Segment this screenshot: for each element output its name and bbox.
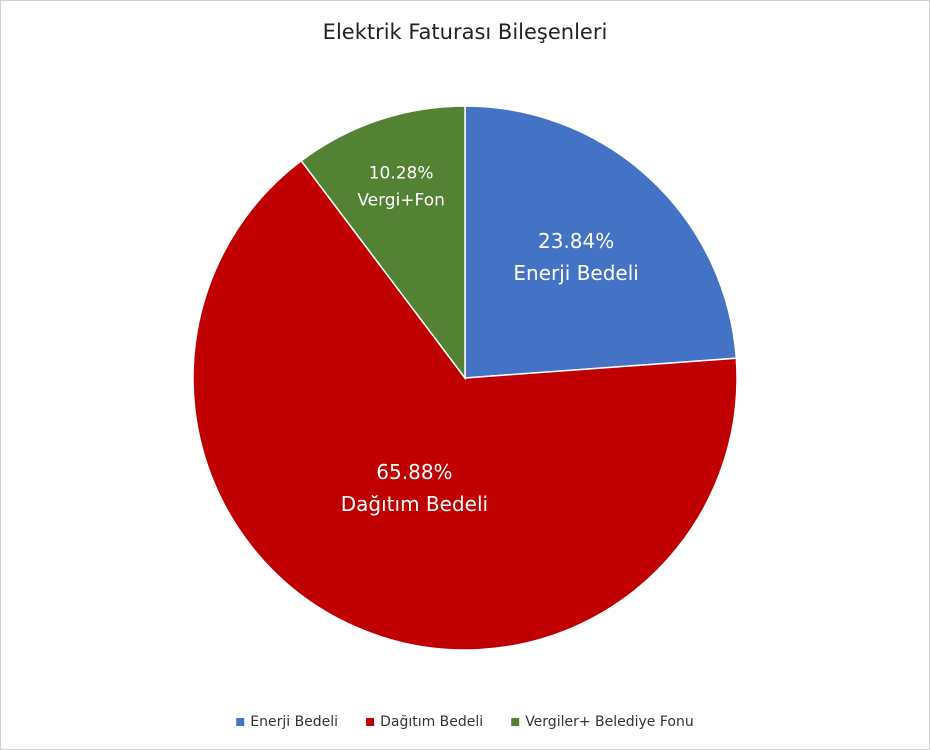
legend-swatch (236, 718, 245, 726)
pie-slice (464, 105, 738, 379)
legend-label: Enerji Bedeli (250, 714, 338, 730)
data-label: 65.88% (376, 460, 452, 484)
pie-slice (300, 105, 466, 381)
slice-label: Vergi+Fon (357, 191, 445, 211)
data-label: 10.28% (369, 164, 434, 184)
slice-label: Enerji Bedeli (513, 261, 638, 285)
legend-swatch (366, 718, 375, 726)
data-label: 23.84% (538, 229, 614, 253)
pie-slice (192, 159, 738, 651)
legend-label: Vergiler+ Belediye Fonu (525, 714, 694, 730)
legend-label: Dağıtım Bedeli (380, 714, 483, 730)
slice-label: Dağıtım Bedeli (341, 492, 488, 516)
chart-title: Elektrik Faturası Bileşenleri (323, 20, 608, 44)
legend-swatch (511, 718, 520, 726)
